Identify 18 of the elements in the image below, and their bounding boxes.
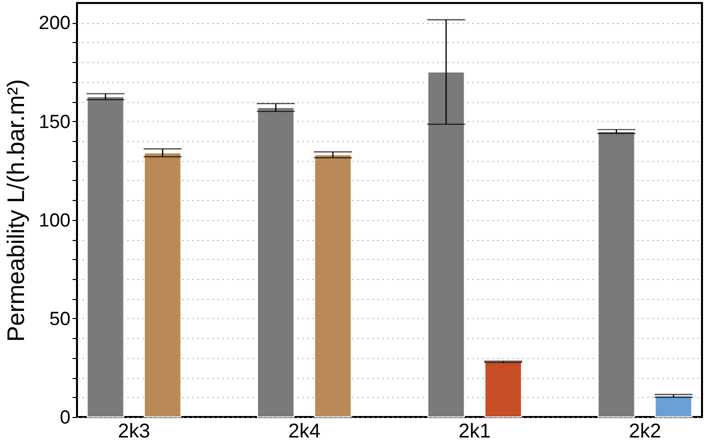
y-axis-title: Permeability L/(h.bar.m²) <box>2 79 30 342</box>
y-tick-label: 0 <box>60 408 70 428</box>
y-tick-label: 100 <box>38 210 70 232</box>
bar <box>427 72 465 418</box>
bar <box>314 154 352 418</box>
y-tick-label: 50 <box>49 308 70 330</box>
bar <box>257 106 295 418</box>
bar <box>144 152 182 418</box>
bar <box>484 361 522 418</box>
bar <box>86 96 124 418</box>
x-tick-label: 2k1 <box>458 420 491 442</box>
x-tick-label: 2k2 <box>628 420 662 442</box>
x-tick-label: 2k4 <box>288 420 320 442</box>
bar <box>598 131 636 418</box>
x-tick-label: 2k3 <box>118 420 150 442</box>
y-tick-label: 200 <box>38 13 70 34</box>
y-tick-label: 150 <box>38 112 70 133</box>
bar <box>654 395 692 418</box>
